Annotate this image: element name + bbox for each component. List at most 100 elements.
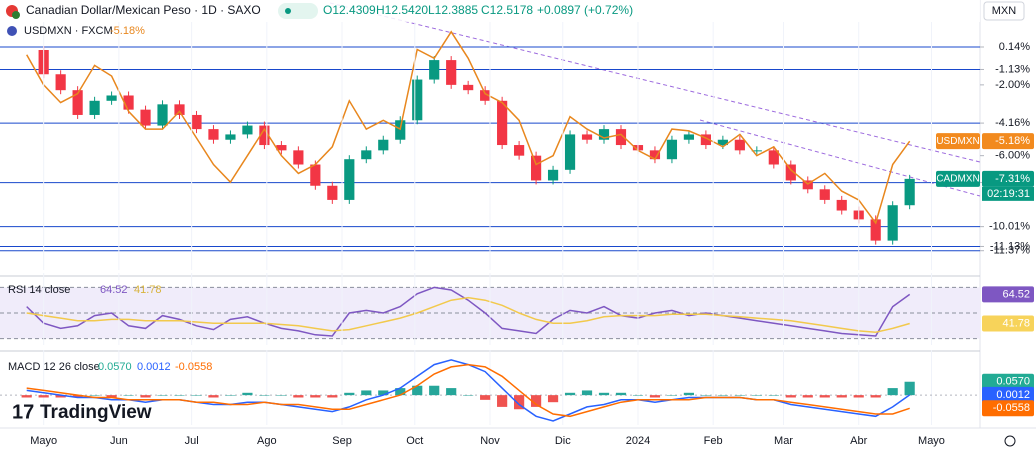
x-tick-label: Oct [406,435,423,447]
status-pill[interactable] [278,3,318,19]
candle [734,139,745,151]
histogram-bar [55,395,66,398]
macd-legend-signal: -0.0558 [175,361,212,373]
candle [72,90,83,115]
compare-symbol: USDMXN · FXCM [24,25,113,37]
y-tick-label: -2.00% [995,79,1030,91]
price-badge [982,386,1034,403]
candle [344,159,355,200]
price-badge [982,400,1034,417]
histogram-bar [649,395,661,398]
histogram-bar [327,395,338,398]
histogram-bar [395,388,406,396]
status-dot [285,8,291,14]
histogram-bar [208,395,219,398]
header-bg [0,0,980,22]
series-name-label: USDMXN [936,136,979,147]
candle [598,129,610,140]
candle [310,164,321,186]
y-tick-label: -11.13% [990,240,1030,252]
histogram-bar [734,395,745,396]
currency: MXN [992,5,1017,17]
histogram-bar [683,392,695,396]
histogram-bar [547,395,559,403]
histogram-bar [276,395,287,396]
price-badge-label: -7.31% [995,173,1030,185]
candle [768,150,779,165]
histogram-bar [632,395,644,396]
histogram-bar [72,395,83,398]
candle [327,185,338,200]
histogram-bar [904,381,915,396]
histogram-bar [768,395,779,396]
x-tick-label: Nov [480,435,500,447]
price-badge [982,315,1034,332]
x-tick-label: Dic [555,435,571,447]
ohlc-open: O12.4309 [323,3,376,17]
trend-line [699,119,981,197]
price-badge [982,170,1034,187]
settings-icon[interactable] [1004,435,1016,447]
histogram-bar [21,395,32,398]
symbol-title: Canadian Dollar/Mexican Peso · 1D · SAXO [26,3,261,17]
ohlc-change: +0.0897 (+0.72%) [537,3,633,17]
candle [547,169,559,181]
histogram-bar [751,395,762,396]
histogram-bar [870,395,881,398]
histogram-bar [581,390,593,396]
histogram-bar [344,392,355,396]
histogram-bar [310,395,321,398]
candle [700,134,711,146]
x-tick-label: Mayo [918,435,945,447]
compare-flag [7,26,17,36]
candle [785,164,796,181]
candle [225,134,236,140]
candle [55,74,66,91]
symbol-flag [12,11,20,19]
plot-layer [0,22,980,425]
candle [751,150,762,152]
histogram-bar [429,385,440,396]
ohlc-high: H12.5420 [376,3,428,17]
price-badge-label: -5.18% [995,135,1030,147]
price-badge-label: 41.78 [1002,317,1030,329]
histogram-bar [514,395,525,410]
price-badge-label: -0.0558 [993,402,1030,414]
candle [293,150,304,165]
candle [259,125,270,146]
series-name-badge [936,170,980,187]
candle [463,84,474,91]
candle [514,145,525,156]
price-badge [982,133,1034,150]
x-tick-label: Sep [332,435,352,447]
histogram-bar [38,395,49,398]
candle [106,95,117,101]
candle [581,134,593,140]
candle [870,219,881,241]
histogram-bar [89,395,100,396]
candle [904,178,915,206]
histogram-bar [785,395,796,398]
candle [429,60,440,80]
x-tick-label: Abr [850,435,867,447]
candle [530,155,542,181]
x-tick-label: Jun [110,435,128,447]
ohlc-low: L12.3885 [428,3,478,17]
countdown-badge [982,186,1034,201]
candle [276,145,287,151]
rsi-legend-value: 64.52 [100,284,128,296]
y-tick-label: 0.14% [999,41,1030,53]
candle [497,100,508,146]
candle [123,95,134,110]
series-line [26,296,910,333]
candle [666,139,678,160]
series-name-badge [936,133,980,150]
histogram-bar [242,392,253,396]
price-badge-label: 0.0570 [996,376,1030,388]
candle [361,150,372,160]
countdown-label: 02:19:31 [987,188,1030,200]
currency-button[interactable] [983,1,1025,21]
brand-logo: 17 [12,401,34,423]
